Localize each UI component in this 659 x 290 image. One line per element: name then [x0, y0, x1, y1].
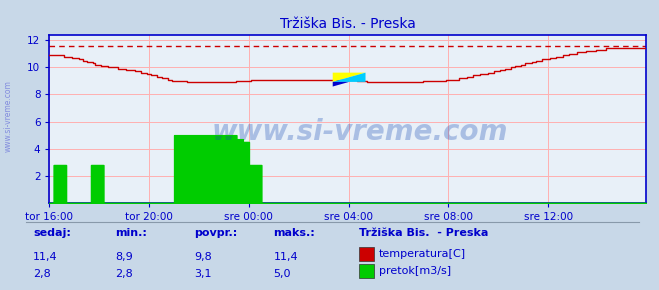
- Text: 5,0: 5,0: [273, 269, 291, 279]
- Text: 9,8: 9,8: [194, 251, 212, 262]
- Text: www.si-vreme.com: www.si-vreme.com: [212, 118, 508, 146]
- Text: temperatura[C]: temperatura[C]: [379, 249, 466, 259]
- Text: pretok[m3/s]: pretok[m3/s]: [379, 266, 451, 276]
- Polygon shape: [333, 73, 366, 82]
- Text: 11,4: 11,4: [273, 251, 298, 262]
- Polygon shape: [333, 82, 349, 86]
- Text: min.:: min.:: [115, 228, 147, 238]
- Text: 3,1: 3,1: [194, 269, 212, 279]
- Text: sedaj:: sedaj:: [33, 228, 71, 238]
- Polygon shape: [333, 73, 366, 82]
- Text: 11,4: 11,4: [33, 251, 57, 262]
- Text: Tržiška Bis.  - Preska: Tržiška Bis. - Preska: [359, 228, 488, 238]
- Text: www.si-vreme.com: www.si-vreme.com: [3, 80, 13, 152]
- Text: 8,9: 8,9: [115, 251, 133, 262]
- Text: 2,8: 2,8: [115, 269, 133, 279]
- Text: povpr.:: povpr.:: [194, 228, 238, 238]
- Text: 2,8: 2,8: [33, 269, 51, 279]
- Title: Tržiška Bis. - Preska: Tržiška Bis. - Preska: [279, 17, 416, 31]
- Text: maks.:: maks.:: [273, 228, 315, 238]
